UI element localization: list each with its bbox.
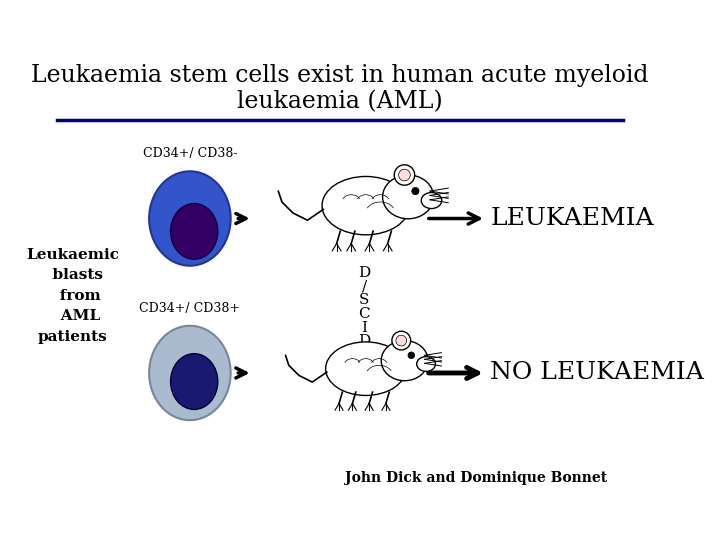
Text: Leukaemic
  blasts
   from
   AML
patients: Leukaemic blasts from AML patients — [26, 247, 119, 344]
Text: NO LEUKAEMIA: NO LEUKAEMIA — [490, 361, 704, 384]
Text: LEUKAEMIA: LEUKAEMIA — [490, 207, 654, 230]
Ellipse shape — [149, 171, 230, 266]
Circle shape — [395, 165, 415, 185]
Text: D: D — [358, 266, 370, 280]
Text: CD34+/ CD38+: CD34+/ CD38+ — [140, 302, 240, 315]
Ellipse shape — [381, 341, 428, 381]
Ellipse shape — [171, 204, 217, 259]
Ellipse shape — [149, 326, 230, 420]
Circle shape — [396, 335, 407, 346]
Text: D: D — [358, 334, 370, 348]
Ellipse shape — [171, 354, 217, 409]
Text: Leukaemia stem cells exist in human acute myeloid: Leukaemia stem cells exist in human acut… — [31, 64, 649, 87]
Circle shape — [412, 187, 419, 195]
Text: leukaemia (AML): leukaemia (AML) — [237, 90, 443, 113]
Ellipse shape — [322, 177, 410, 235]
Circle shape — [392, 331, 410, 350]
Text: I: I — [361, 321, 367, 335]
Text: C: C — [359, 307, 370, 321]
Ellipse shape — [325, 342, 406, 395]
Text: John Dick and Dominique Bonnet: John Dick and Dominique Bonnet — [345, 470, 607, 484]
Ellipse shape — [382, 175, 433, 219]
Text: /: / — [361, 279, 366, 293]
Circle shape — [399, 169, 410, 181]
Text: S: S — [359, 293, 369, 307]
Ellipse shape — [417, 356, 436, 372]
Ellipse shape — [421, 193, 441, 208]
Text: CD34+/ CD38-: CD34+/ CD38- — [143, 147, 237, 160]
Circle shape — [408, 352, 415, 359]
Text: m: m — [357, 348, 372, 362]
